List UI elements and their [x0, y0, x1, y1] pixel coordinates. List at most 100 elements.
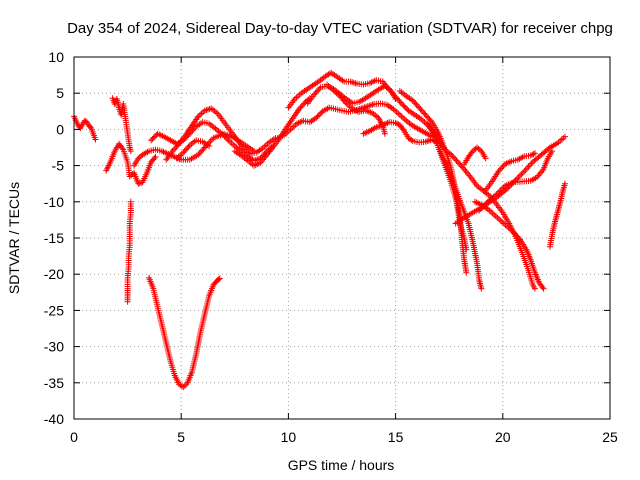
data-point	[463, 246, 470, 253]
data-point	[545, 145, 552, 152]
x-tick-label: 0	[70, 429, 78, 445]
y-tick-label: -30	[44, 339, 64, 355]
data-point	[425, 114, 432, 121]
data-point	[449, 153, 456, 160]
y-tick-label: 10	[48, 49, 64, 65]
data-point	[539, 284, 546, 291]
data-point	[224, 135, 231, 142]
series-arc-22	[435, 137, 538, 292]
data-point	[496, 188, 503, 195]
data-point	[127, 148, 134, 155]
data-point	[170, 146, 177, 153]
series-arc-04	[124, 198, 134, 305]
data-point	[522, 166, 529, 173]
data-point	[499, 185, 506, 192]
data-point	[206, 143, 213, 150]
y-tick-label: 5	[56, 85, 64, 101]
data-point	[150, 134, 157, 141]
y-tick-label: -15	[44, 230, 64, 246]
data-point	[525, 163, 532, 170]
series-arc-10	[231, 95, 313, 169]
data-point	[561, 180, 568, 187]
data-point	[314, 87, 321, 94]
data-point	[396, 98, 403, 105]
data-point	[527, 152, 534, 159]
y-axis-label: SDTVAR / TECUs	[6, 182, 22, 294]
data-point	[420, 109, 427, 116]
data-point	[521, 168, 528, 175]
series-arc-03	[109, 95, 134, 155]
data-point	[476, 207, 483, 214]
data-point	[411, 98, 418, 105]
data-point	[197, 148, 204, 155]
data-point	[312, 90, 319, 97]
data-point	[151, 155, 158, 162]
data-point	[511, 230, 518, 237]
series-arc-05	[146, 274, 223, 391]
data-point	[518, 171, 525, 178]
data-point	[416, 104, 423, 111]
data-point	[169, 148, 176, 155]
data-point	[92, 136, 99, 143]
data-point	[530, 151, 537, 158]
series-arc-19	[452, 133, 568, 227]
series-arc-23	[471, 198, 547, 292]
series-arc-25	[546, 180, 568, 250]
data-point	[182, 146, 189, 153]
y-tick-label: -40	[44, 411, 64, 427]
data-point	[500, 184, 507, 191]
data-point	[180, 384, 187, 391]
chart-title: Day 354 of 2024, Sidereal Day-to-day VTE…	[67, 20, 613, 37]
data-point	[426, 116, 433, 123]
data-point	[191, 124, 198, 131]
data-point	[195, 151, 202, 158]
data-point	[413, 101, 420, 108]
data-point	[323, 72, 330, 79]
data-point	[138, 152, 145, 159]
data-point	[401, 103, 408, 110]
data-point	[400, 102, 407, 109]
data-point	[457, 161, 464, 168]
data-point	[313, 88, 320, 95]
y-tick-label: -25	[44, 302, 64, 318]
data-point	[409, 97, 416, 104]
series-arc-08	[163, 105, 279, 163]
data-point	[392, 95, 399, 102]
data-point	[199, 147, 206, 154]
y-tick-label: 0	[56, 121, 64, 137]
data-point	[340, 97, 347, 104]
data-point	[448, 151, 455, 158]
series-arc-16	[396, 88, 470, 276]
data-point	[207, 138, 214, 145]
data-point	[180, 149, 187, 156]
data-point	[399, 101, 406, 108]
data-point	[200, 145, 207, 152]
series-arc-21	[482, 150, 538, 194]
data-point	[478, 285, 485, 292]
data-point	[456, 160, 463, 167]
series-arc-15	[360, 119, 440, 146]
data-point	[152, 133, 159, 140]
data-point	[296, 106, 303, 113]
data-point	[339, 95, 346, 102]
y-tick-label: -35	[44, 375, 64, 391]
data-point	[414, 103, 421, 110]
data-point	[196, 150, 203, 157]
data-point	[400, 126, 407, 133]
data-point	[395, 96, 402, 103]
grid	[74, 57, 610, 419]
series-arc-24	[461, 144, 489, 168]
data-point	[216, 275, 223, 282]
data-point	[127, 198, 134, 205]
data-point	[561, 133, 568, 140]
data-point	[477, 206, 484, 213]
data-point	[495, 168, 502, 175]
data-point	[148, 137, 155, 144]
data-point	[220, 132, 227, 139]
data-point	[463, 269, 470, 276]
data-point	[311, 91, 318, 98]
data-point	[423, 113, 430, 120]
x-tick-label: 10	[281, 429, 297, 445]
data-point	[454, 158, 461, 165]
data-point	[493, 191, 500, 198]
